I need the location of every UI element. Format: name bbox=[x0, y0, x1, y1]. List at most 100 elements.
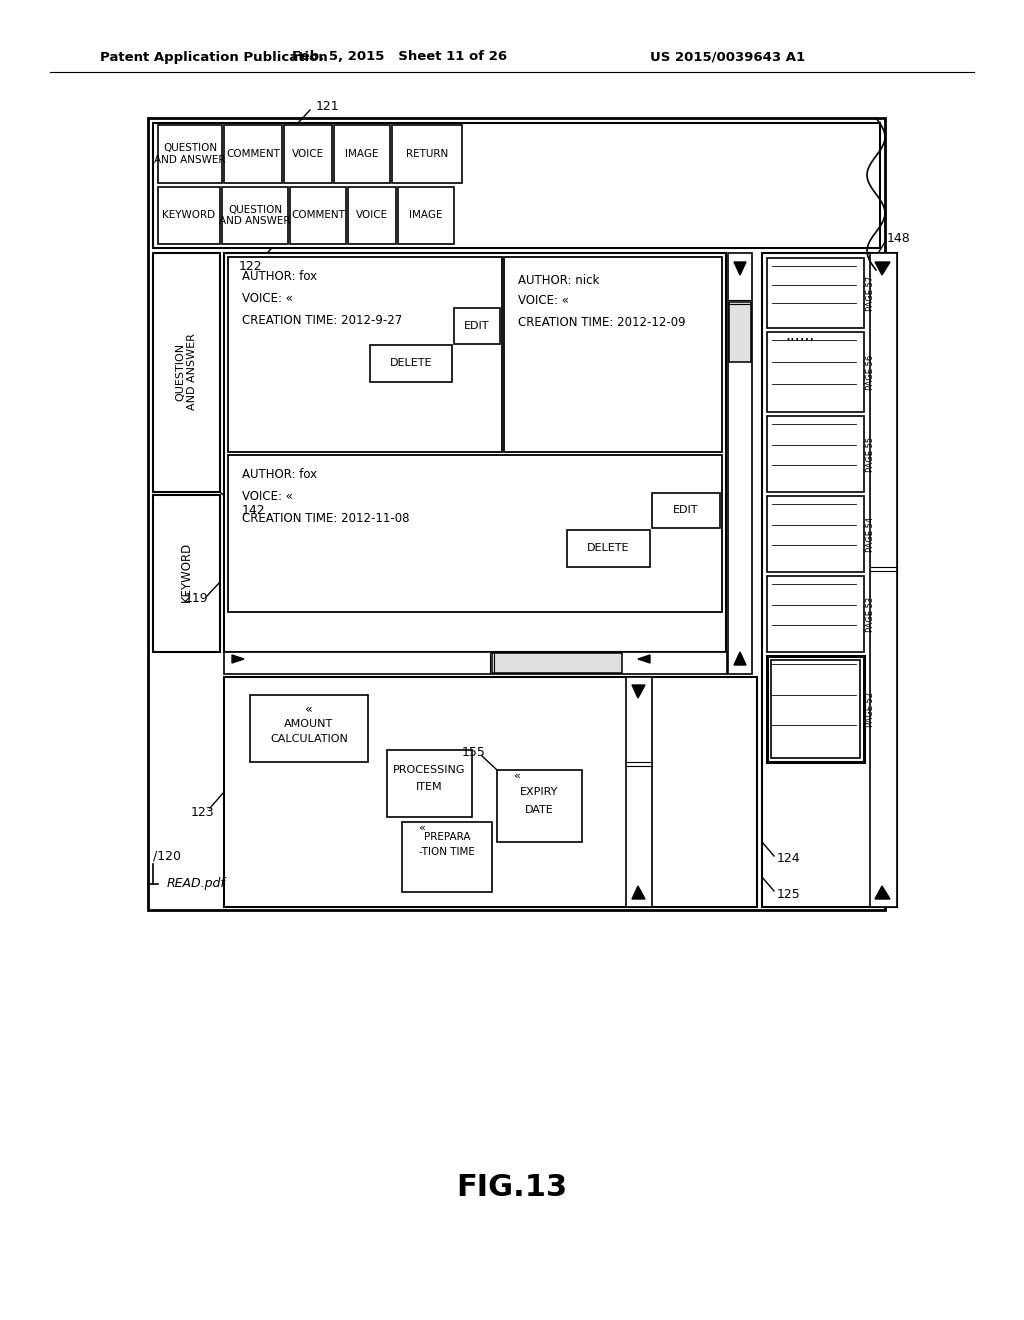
Bar bbox=[771, 660, 860, 758]
Text: COMMENT: COMMENT bbox=[226, 149, 280, 158]
Bar bbox=[870, 253, 897, 907]
Text: PAGE 57: PAGE 57 bbox=[866, 276, 874, 310]
Text: VOICE: «: VOICE: « bbox=[518, 294, 569, 308]
Text: ITEM: ITEM bbox=[416, 781, 442, 792]
Text: EDIT: EDIT bbox=[464, 321, 489, 331]
Text: PAGE 52: PAGE 52 bbox=[866, 692, 874, 726]
Text: PAGE 54: PAGE 54 bbox=[866, 516, 874, 552]
Bar bbox=[224, 253, 726, 652]
Bar bbox=[153, 123, 880, 248]
Text: PAGE 55: PAGE 55 bbox=[866, 437, 874, 471]
Text: AUTHOR: fox: AUTHOR: fox bbox=[242, 271, 317, 284]
Text: DELETE: DELETE bbox=[587, 543, 630, 553]
Bar bbox=[284, 125, 332, 183]
Bar bbox=[224, 677, 757, 907]
Text: KEYWORD: KEYWORD bbox=[163, 210, 216, 220]
Text: 119: 119 bbox=[184, 593, 208, 606]
Text: QUESTION
AND ANSWER: QUESTION AND ANSWER bbox=[175, 334, 197, 411]
Bar bbox=[729, 302, 751, 362]
Bar bbox=[767, 496, 864, 572]
Text: «: « bbox=[514, 771, 520, 781]
Bar bbox=[228, 455, 722, 612]
Bar bbox=[290, 187, 346, 244]
Bar bbox=[402, 822, 492, 892]
Text: 148: 148 bbox=[887, 232, 910, 246]
Text: DATE: DATE bbox=[524, 805, 553, 814]
Bar bbox=[567, 531, 650, 568]
Text: VOICE: «: VOICE: « bbox=[242, 490, 293, 503]
Bar bbox=[767, 416, 864, 492]
Text: CREATION TIME: 2012-9-27: CREATION TIME: 2012-9-27 bbox=[242, 314, 402, 326]
Bar bbox=[767, 656, 864, 762]
Text: VOICE: VOICE bbox=[292, 149, 324, 158]
Text: CREATION TIME: 2012-11-08: CREATION TIME: 2012-11-08 bbox=[242, 511, 410, 524]
Text: 125: 125 bbox=[777, 887, 801, 900]
Text: AUTHOR: nick: AUTHOR: nick bbox=[518, 273, 599, 286]
Bar bbox=[497, 770, 582, 842]
Bar bbox=[767, 333, 864, 412]
Text: US 2015/0039643 A1: US 2015/0039643 A1 bbox=[650, 50, 805, 63]
Bar bbox=[222, 187, 288, 244]
Bar bbox=[228, 257, 502, 451]
Text: EDIT: EDIT bbox=[673, 506, 698, 515]
Text: PAGE 53: PAGE 53 bbox=[866, 597, 874, 632]
Text: 121: 121 bbox=[316, 100, 340, 114]
Text: CALCULATION: CALCULATION bbox=[270, 734, 348, 744]
Bar bbox=[728, 253, 752, 675]
Bar bbox=[250, 696, 368, 762]
Bar bbox=[153, 495, 220, 652]
Text: PROCESSING: PROCESSING bbox=[393, 766, 465, 775]
Bar bbox=[387, 750, 472, 817]
Bar bbox=[348, 187, 396, 244]
Bar bbox=[392, 125, 462, 183]
Text: FIG.13: FIG.13 bbox=[457, 1173, 567, 1203]
Text: RETURN: RETURN bbox=[406, 149, 449, 158]
Text: KEYWORD: KEYWORD bbox=[179, 543, 193, 602]
Bar bbox=[334, 125, 390, 183]
Bar bbox=[224, 652, 727, 675]
Text: VOICE: «: VOICE: « bbox=[242, 292, 293, 305]
Polygon shape bbox=[232, 655, 244, 663]
Text: IMAGE: IMAGE bbox=[410, 210, 442, 220]
Polygon shape bbox=[632, 886, 645, 899]
Bar bbox=[224, 125, 282, 183]
Text: Patent Application Publication: Patent Application Publication bbox=[100, 50, 328, 63]
Text: PAGE 56: PAGE 56 bbox=[866, 354, 874, 389]
Text: Feb. 5, 2015   Sheet 11 of 26: Feb. 5, 2015 Sheet 11 of 26 bbox=[293, 50, 508, 63]
Bar bbox=[370, 345, 452, 381]
Bar bbox=[153, 253, 220, 492]
Text: «: « bbox=[419, 822, 425, 833]
Text: READ.pdf: READ.pdf bbox=[167, 878, 225, 891]
Bar bbox=[398, 187, 454, 244]
Bar bbox=[158, 187, 220, 244]
Polygon shape bbox=[874, 261, 890, 275]
Text: 155: 155 bbox=[462, 746, 486, 759]
Text: «: « bbox=[305, 702, 312, 715]
Text: CREATION TIME: 2012-12-09: CREATION TIME: 2012-12-09 bbox=[518, 317, 686, 330]
Bar bbox=[148, 117, 885, 909]
Bar bbox=[767, 257, 864, 327]
Text: VOICE: VOICE bbox=[356, 210, 388, 220]
Text: EXPIRY: EXPIRY bbox=[520, 787, 558, 797]
Bar bbox=[626, 677, 652, 907]
Text: 122: 122 bbox=[239, 260, 262, 272]
Bar bbox=[762, 253, 897, 907]
Bar bbox=[652, 492, 720, 528]
Text: 123: 123 bbox=[190, 805, 214, 818]
Polygon shape bbox=[638, 655, 650, 663]
Text: PREPARA: PREPARA bbox=[424, 832, 470, 842]
Text: IMAGE: IMAGE bbox=[345, 149, 379, 158]
Bar bbox=[492, 653, 622, 673]
Bar bbox=[767, 576, 864, 652]
Bar bbox=[504, 257, 722, 451]
Text: 124: 124 bbox=[777, 853, 801, 866]
Bar bbox=[158, 125, 222, 183]
Bar bbox=[454, 308, 500, 345]
Text: AUTHOR: fox: AUTHOR: fox bbox=[242, 469, 317, 482]
Text: COMMENT: COMMENT bbox=[291, 210, 345, 220]
Text: 142: 142 bbox=[242, 503, 265, 516]
Text: DELETE: DELETE bbox=[390, 358, 432, 368]
Text: -TION TIME: -TION TIME bbox=[419, 847, 475, 857]
Text: QUESTION
AND ANSWER: QUESTION AND ANSWER bbox=[155, 143, 225, 165]
Text: AMOUNT: AMOUNT bbox=[285, 719, 334, 729]
